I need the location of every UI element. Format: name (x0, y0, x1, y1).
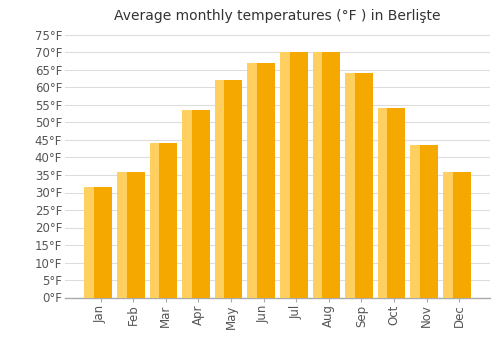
Bar (215, 80, 224, 298)
Bar (117, 172, 126, 298)
Bar (382, 108, 406, 298)
Bar (285, 52, 308, 298)
Bar (448, 172, 470, 298)
Bar (182, 110, 192, 298)
Bar (345, 74, 355, 298)
Bar (410, 145, 420, 298)
Bar (318, 52, 340, 298)
Bar (378, 108, 388, 298)
Bar (220, 80, 242, 298)
Bar (280, 52, 289, 298)
Bar (150, 144, 159, 298)
Bar (312, 52, 322, 298)
Bar (248, 63, 257, 298)
Bar (187, 110, 210, 298)
Bar (154, 144, 177, 298)
Bar (252, 63, 275, 298)
Title: Average monthly temperatures (°F ) in Berlişte: Average monthly temperatures (°F ) in Be… (114, 9, 441, 23)
Bar (89, 187, 112, 298)
Bar (350, 74, 373, 298)
Bar (415, 145, 438, 298)
Bar (122, 172, 144, 298)
Bar (84, 187, 94, 298)
Bar (443, 172, 452, 298)
